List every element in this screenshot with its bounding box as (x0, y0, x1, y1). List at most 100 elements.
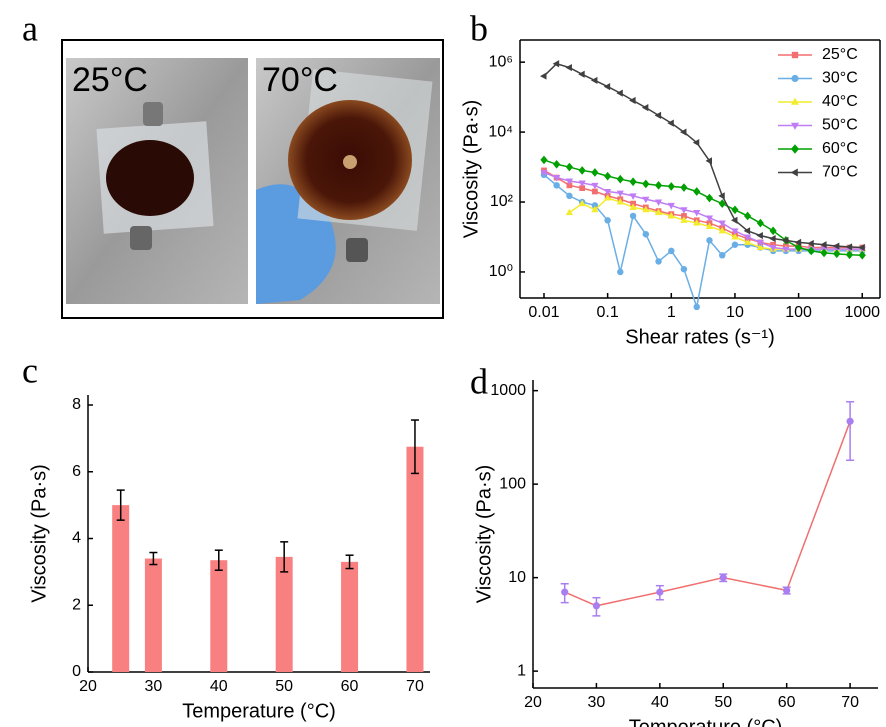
marker (718, 199, 726, 208)
marker (604, 217, 611, 224)
x-tick-label: 1 (667, 304, 676, 321)
marker (590, 76, 598, 85)
marker (654, 181, 663, 190)
x-axis-label: Temperature (°C) (629, 716, 783, 727)
x-tick-label: 40 (651, 694, 669, 711)
y-tick-label: 10⁰ (489, 263, 513, 280)
marker (783, 586, 791, 595)
panel-label: c (22, 350, 38, 390)
marker (769, 244, 777, 252)
y-tick-label: 10⁶ (489, 53, 513, 70)
x-tick-label: 10 (726, 304, 744, 321)
marker (791, 122, 799, 130)
marker (656, 588, 664, 596)
marker (769, 234, 776, 243)
x-axis-label: Shear rates (s⁻¹) (625, 326, 774, 348)
legend-label: 50°C (822, 117, 858, 134)
marker (641, 104, 649, 112)
series-line (564, 421, 851, 607)
marker (566, 192, 573, 200)
marker (705, 193, 714, 203)
x-tick-label: 60 (778, 694, 796, 711)
x-tick-label: 20 (79, 678, 97, 695)
marker (693, 187, 701, 196)
marker (629, 193, 637, 200)
y-axis-label: Viscosity (Pa·s) (473, 465, 495, 604)
marker (791, 74, 799, 83)
error-bar (280, 541, 289, 573)
marker (845, 243, 853, 251)
screw (143, 102, 163, 126)
marker (794, 238, 802, 247)
legend-label: 60°C (822, 140, 858, 157)
y-axis-label: Viscosity (Pa·s) (28, 464, 50, 603)
photo-label: 70°C (262, 61, 338, 99)
panel-label: a (22, 8, 38, 48)
x-tick-label: 70 (841, 694, 859, 711)
legend-label: 30°C (822, 70, 858, 87)
sample (106, 140, 194, 216)
error-bar (345, 554, 354, 570)
marker (858, 250, 866, 260)
marker (578, 70, 585, 78)
y-tick-label: 6 (72, 463, 81, 480)
y-tick-label: 10⁴ (488, 123, 513, 140)
marker (731, 228, 739, 235)
error-bar (116, 489, 125, 521)
marker (552, 60, 560, 68)
photo-panel: 25°C 70°C (61, 39, 444, 319)
marker (603, 82, 611, 91)
y-tick-label: 1 (517, 662, 526, 679)
marker (693, 219, 701, 226)
marker (718, 220, 726, 228)
bar (341, 561, 359, 672)
marker (578, 180, 586, 187)
marker (553, 159, 561, 169)
marker (680, 207, 688, 214)
marker (578, 166, 586, 175)
marker (845, 250, 854, 260)
marker (756, 218, 764, 228)
bar (144, 558, 162, 672)
x-tick-label: 70 (406, 678, 424, 695)
y-tick-label: 8 (72, 396, 81, 413)
marker (807, 246, 815, 256)
x-tick-label: 20 (524, 694, 542, 711)
y-tick-label: 1000 (490, 382, 526, 399)
marker (719, 574, 727, 582)
marker (790, 168, 798, 177)
marker (540, 72, 547, 80)
marker (553, 175, 561, 182)
y-tick-label: 100 (499, 475, 526, 492)
y-tick-label: 0 (72, 663, 81, 680)
marker (592, 602, 601, 610)
marker (642, 179, 650, 189)
y-axis-label: Viscosity (Pa·s) (460, 100, 482, 239)
marker (629, 96, 636, 105)
screw (346, 238, 368, 262)
marker (791, 97, 799, 105)
marker (654, 208, 663, 216)
x-tick-label: 0.01 (528, 304, 559, 321)
x-tick-label: 100 (785, 304, 812, 321)
y-tick-label: 10² (490, 193, 514, 210)
marker (654, 111, 662, 120)
bar (406, 446, 424, 672)
marker (655, 258, 662, 265)
legend-label: 25°C (822, 46, 858, 63)
bar (275, 556, 293, 672)
marker (642, 196, 650, 204)
marker (617, 268, 624, 276)
marker (743, 227, 751, 235)
marker (832, 242, 840, 250)
marker (718, 192, 725, 200)
bubble (343, 155, 357, 169)
marker (781, 236, 789, 244)
marker (591, 168, 599, 177)
marker (553, 182, 560, 189)
legend-label: 40°C (822, 93, 858, 110)
x-tick-label: 50 (275, 678, 293, 695)
marker (769, 226, 777, 236)
y-tick-label: 10 (508, 569, 526, 586)
